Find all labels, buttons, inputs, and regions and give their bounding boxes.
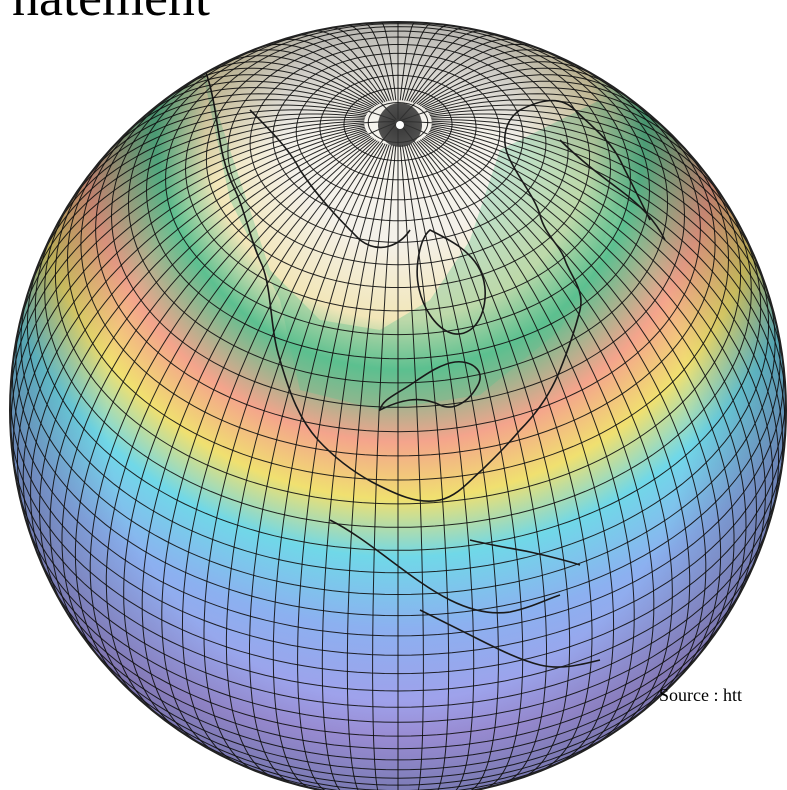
source-caption: Source : htt: [659, 685, 742, 705]
north-pole-center: [396, 121, 404, 129]
globe-outline: [9, 21, 787, 790]
page-heading: natement: [12, 0, 210, 24]
